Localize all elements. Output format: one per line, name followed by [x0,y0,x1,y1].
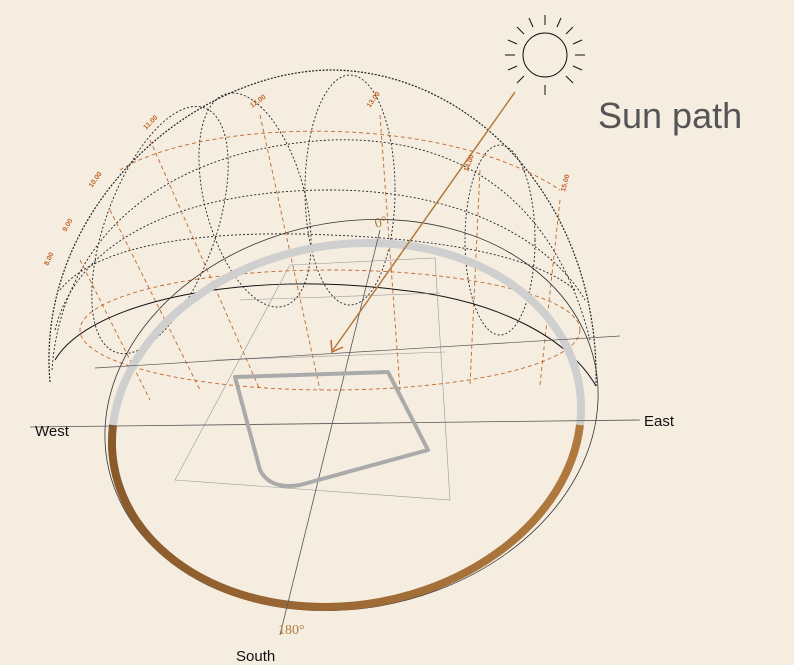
page: Sun path West East South 0° 180° 8.00 9.… [0,0,794,665]
west-label: West [35,423,70,440]
sun-path-diagram: Sun path West East South 0° 180° 8.00 9.… [0,0,794,665]
east-label: East [644,413,675,430]
south-angle: 180° [278,623,305,638]
title: Sun path [598,95,742,136]
south-label: South [236,648,275,665]
